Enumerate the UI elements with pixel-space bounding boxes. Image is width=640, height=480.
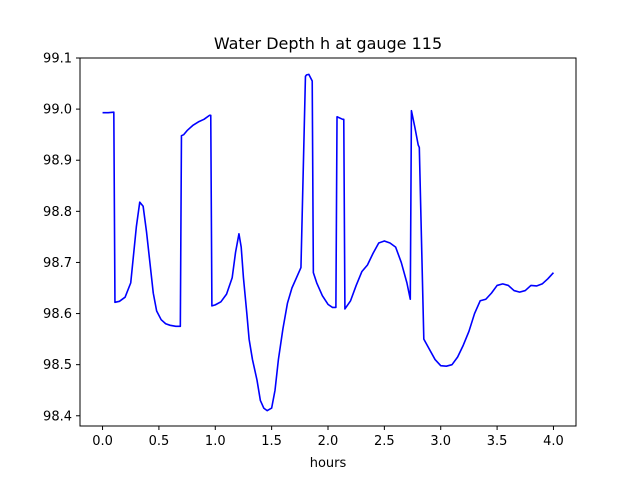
y-tick-label: 99.0 <box>43 103 72 118</box>
axis-ticks: 0.0 0.5 1.0 1.5 2.0 2.5 3.0 3.5 4.0 98.4 98.5 98.6 9… <box>43 52 564 450</box>
y-tick-label: 98.8 <box>43 205 72 220</box>
series-line-0 <box>102 73 555 412</box>
x-tick-label: 1.0 <box>205 434 226 449</box>
x-tick-label: 0.5 <box>149 434 170 449</box>
y-tick-label: 98.7 <box>43 256 72 271</box>
x-tick-label: 2.5 <box>374 434 395 449</box>
x-tick-label: 2.0 <box>318 434 339 449</box>
x-tick-label: 0.0 <box>92 434 113 449</box>
y-tick-label: 98.5 <box>43 358 72 373</box>
x-tick-label: 1.5 <box>261 434 282 449</box>
y-tick-label: 98.6 <box>43 307 72 322</box>
y-tick-label: 98.9 <box>43 154 72 169</box>
plot-area <box>102 73 555 412</box>
x-tick-label: 4.0 <box>543 434 564 449</box>
x-axis-label: hours <box>310 456 347 471</box>
y-tick-label: 99.1 <box>43 52 72 67</box>
x-tick-label: 3.0 <box>430 434 451 449</box>
x-tick-label: 3.5 <box>487 434 508 449</box>
chart-title: Water Depth h at gauge 115 <box>214 34 442 53</box>
y-tick-label: 98.4 <box>43 409 72 424</box>
plot-frame <box>79 57 577 427</box>
